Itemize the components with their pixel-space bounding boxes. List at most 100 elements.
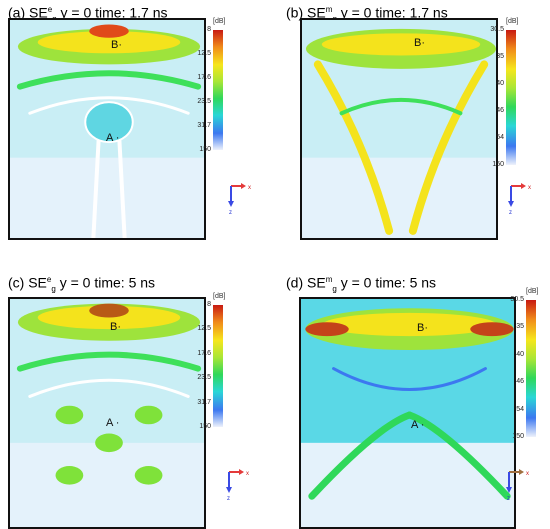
colorbar-tick: 54 [516, 405, 524, 413]
point-marker-b: B· [417, 322, 428, 334]
diagonal-arm-left [313, 60, 394, 235]
axis-triad-svg: xz [228, 183, 251, 216]
point-marker-b: B· [110, 321, 121, 333]
x-axis-head [241, 183, 246, 189]
colorbar-unit: [dB] [213, 18, 226, 25]
z-axis-label: z [507, 496, 510, 502]
top-band-inner [322, 312, 497, 337]
colorbar-unit: [dB] [526, 288, 539, 295]
top-band-inner [321, 33, 481, 56]
hotspot-1 [55, 405, 84, 425]
axis-triad-svg: xz [508, 183, 531, 216]
x-axis-label: x [526, 471, 529, 477]
colorbar-tick: 54 [496, 134, 504, 141]
quantity-symbol: SE [28, 274, 47, 291]
panel-title: (b) SEmg y = 0 time: 1.7 ns [286, 2, 448, 27]
colorbar-tick: 8 [207, 26, 211, 33]
colorbar-tick: 46 [496, 107, 504, 114]
colorbar-tick: 40 [496, 80, 504, 87]
top-band-core [89, 24, 129, 38]
point-marker-a: A · [106, 417, 120, 429]
field-map [8, 297, 206, 529]
field-map [299, 297, 516, 529]
x-axis-label: x [528, 185, 531, 191]
diagonal-arm-left [308, 411, 413, 500]
colorbar-tick: 150 [492, 161, 504, 168]
diagonal-arm-right [408, 60, 489, 235]
panel-title: (d) SEmg y = 0 time: 5 ns [286, 272, 436, 297]
diagonal-arm-right [406, 411, 511, 500]
colorbar [213, 30, 223, 150]
z-axis-head [508, 201, 514, 207]
quantity-symbol: SE [307, 4, 326, 21]
arc-ring [339, 97, 463, 116]
hotspot-2 [134, 405, 163, 425]
point-marker-a: A · [106, 132, 120, 144]
colorbar-tick: 46 [516, 378, 524, 386]
z-axis-label: z [509, 210, 512, 216]
colorbar-tick: 150 [512, 433, 524, 440]
colorbar-tick: 35 [496, 53, 504, 60]
quantity-superscript: m [325, 275, 333, 284]
plane-label: y = 0 [336, 4, 376, 21]
x-axis-head [519, 469, 524, 475]
panel-c: (c) SEeg y = 0 time: 5 ns B· A · [dB] 8 12.5 1… [0, 270, 272, 529]
bottom-aperture [93, 238, 125, 240]
hotspot-4 [55, 466, 84, 485]
low-field-region [301, 442, 514, 527]
panel-label: (d) [286, 274, 307, 291]
colorbar-tick: 35 [516, 323, 524, 331]
point-marker-b: B· [414, 37, 425, 49]
panel-b: (b) SEmg y = 0 time: 1.7 ns B· [dB] 30.5 35 4… [278, 0, 550, 250]
field-svg [301, 299, 514, 527]
field-svg [302, 20, 496, 240]
quantity-symbol: SE [29, 4, 48, 21]
field-svg [10, 299, 204, 527]
low-field-region [302, 157, 496, 238]
field-map [300, 18, 498, 240]
colorbar-tick: 30.5 [490, 26, 504, 33]
hotspot-left [305, 322, 349, 337]
quantity-superscript: e [47, 5, 53, 14]
time-label: time: 1.7 ns [95, 4, 168, 21]
quantity-superscript: m [325, 5, 333, 14]
quantity-superscript: e [46, 275, 52, 284]
colorbar-tick: 31.7 [197, 398, 211, 406]
central-stem-left [91, 129, 102, 238]
panel-d: (d) SEmg y = 0 time: 5 ns B· A · [dB] 30.5 35… [278, 270, 550, 529]
top-band-core [89, 303, 129, 318]
z-axis-label: z [227, 496, 230, 502]
colorbar [213, 305, 223, 427]
wave-ring-2 [28, 378, 190, 398]
wave-ring-2 [28, 96, 190, 115]
colorbar-tick: 12.5 [197, 325, 211, 333]
quantity-subscript: g [332, 284, 337, 294]
colorbar-unit: [dB] [213, 293, 226, 300]
panel-title: (a) SEeg y = 0 time: 1.7 ns [8, 2, 168, 27]
colorbar-unit: [dB] [506, 18, 519, 25]
x-axis-head [521, 183, 526, 189]
plane-label: y = 0 [56, 4, 96, 21]
low-field-region [10, 157, 204, 238]
colorbar-tick: 31.7 [197, 122, 211, 129]
z-axis-head [506, 487, 512, 493]
point-marker-b: B· [111, 39, 122, 51]
colorbar-tick: 12.5 [197, 50, 211, 57]
quantity-symbol: SE [307, 274, 326, 291]
colorbar [526, 300, 536, 437]
colorbar-tick: 150 [199, 423, 211, 430]
colorbar-tick: 23.5 [197, 98, 211, 105]
x-axis-label: x [248, 185, 251, 191]
colorbar-tick: 30.5 [510, 296, 524, 303]
time-label: time: 1.7 ns [375, 4, 448, 21]
plane-label: y = 0 [55, 274, 95, 291]
quantity-subscript: g [51, 284, 56, 294]
field-svg [10, 20, 204, 240]
x-axis-label: x [246, 471, 249, 477]
panel-label: (b) [286, 4, 307, 21]
panel-label: (a) [8, 4, 29, 21]
bottom-aperture [385, 238, 417, 240]
x-axis-head [239, 469, 244, 475]
